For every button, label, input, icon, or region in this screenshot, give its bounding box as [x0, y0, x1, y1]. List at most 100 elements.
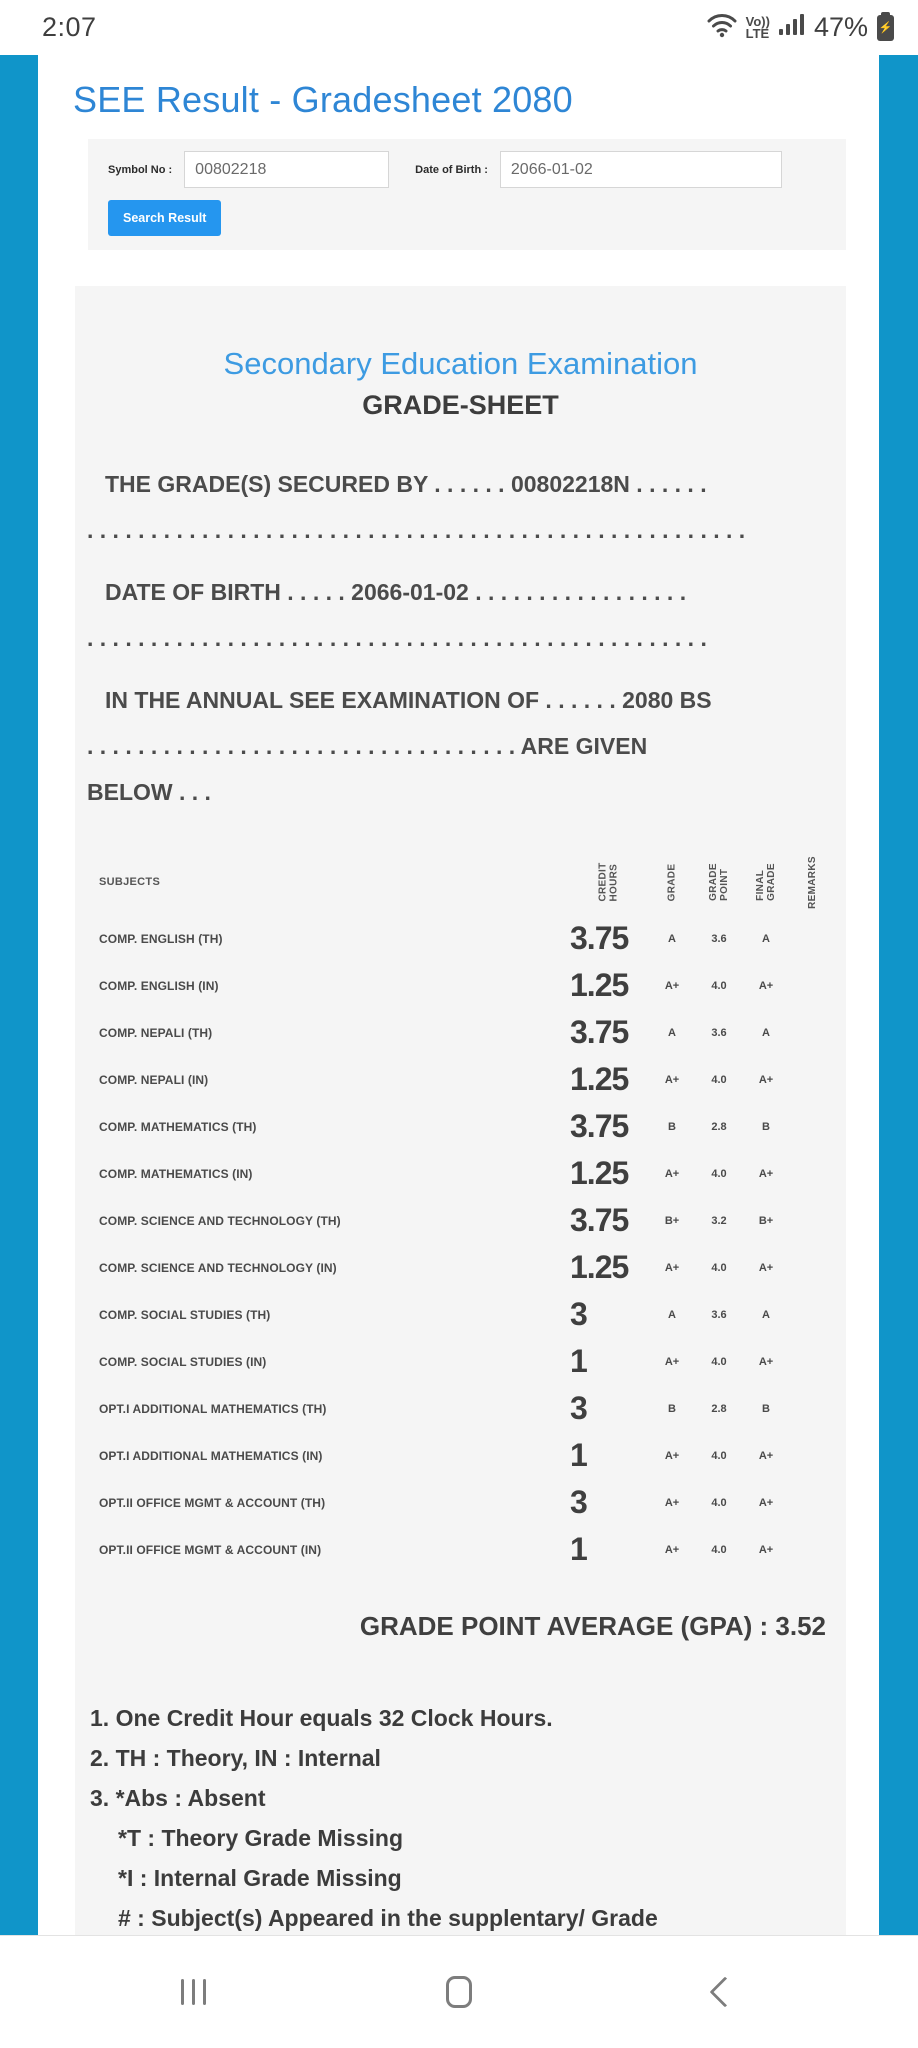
grade-point-value: 3.2: [711, 1214, 727, 1227]
table-row: COMP. NEPALI (IN) 1.25 A+ 4.0 A+: [87, 1056, 834, 1103]
grades-table: SUBJECTS CREDIT HOURS GRADE GRADE POINT …: [87, 849, 834, 1573]
table-row: COMP. MATHEMATICS (IN) 1.25 A+ 4.0 A+: [87, 1150, 834, 1197]
dob-label: Date of Birth :: [415, 163, 488, 176]
final-grade-value: A+: [758, 1543, 774, 1556]
subject-name: OPT.II OFFICE MGMT & ACCOUNT (TH): [99, 1495, 326, 1510]
grade-value: A: [668, 1308, 676, 1321]
table-row: OPT.I ADDITIONAL MATHEMATICS (TH) 3 B 2.…: [87, 1385, 834, 1432]
subject-name: OPT.II OFFICE MGMT & ACCOUNT (IN): [99, 1542, 322, 1557]
back-button[interactable]: [695, 1962, 755, 2022]
subject-name: COMP. ENGLISH (IN): [99, 978, 219, 993]
volte-icon: Vo)) LTE: [745, 13, 770, 41]
credit-hours-header: CREDIT HOURS: [598, 862, 620, 902]
recent-apps-icon: [180, 1979, 206, 2005]
grade-point-value: 2.8: [711, 1120, 727, 1133]
table-row: OPT.II OFFICE MGMT & ACCOUNT (IN) 1 A+ 4…: [87, 1526, 834, 1573]
wifi-icon: [707, 12, 737, 43]
grade-point-value: 2.8: [711, 1402, 727, 1415]
note-line: 3. *Abs : Absent: [90, 1785, 266, 1811]
table-row: COMP. NEPALI (TH) 3.75 A 3.6 A: [87, 1009, 834, 1056]
credit-hours-value: 3: [570, 1484, 588, 1520]
subject-name: OPT.I ADDITIONAL MATHEMATICS (IN): [99, 1448, 323, 1463]
gpa-line: GRADE POINT AVERAGE (GPA) : 3.52: [359, 1611, 826, 1641]
battery-icon: ⚡: [877, 11, 894, 41]
grade-point-value: 4.0: [711, 979, 727, 992]
battery-percent: 47%: [813, 12, 868, 42]
table-row: COMP. SOCIAL STUDIES (TH) 3 A 3.6 A: [87, 1291, 834, 1338]
grades-table-body: COMP. ENGLISH (TH) 3.75 A 3.6 A COMP. EN…: [87, 915, 834, 1573]
final-grade-value: A+: [758, 1261, 774, 1274]
search-result-button[interactable]: Search Result: [108, 200, 222, 236]
grade-point-value: 4.0: [711, 1543, 727, 1556]
status-icons: Vo)) LTE 47% ⚡: [707, 11, 894, 43]
credit-hours-value: 1.25: [570, 1155, 629, 1191]
grade-value: A+: [664, 1355, 680, 1368]
credit-hours-value: 1.25: [570, 1061, 629, 1097]
grade-point-value: 4.0: [711, 1261, 727, 1274]
grade-value: A: [668, 1026, 676, 1039]
grade-point-value: 4.0: [711, 1355, 727, 1368]
grade-point-header: GRADE POINT: [708, 863, 730, 901]
subject-name: COMP. MATHEMATICS (IN): [99, 1166, 253, 1181]
home-button[interactable]: [429, 1962, 489, 2022]
credit-hours-value: 1: [570, 1531, 588, 1567]
gradesheet-card: Secondary Education Examination GRADE-SH…: [75, 286, 846, 1935]
grade-value: B+: [664, 1214, 680, 1227]
android-nav-bar: [0, 1935, 918, 2048]
clock: 2:07: [42, 12, 97, 42]
table-row: COMP. MATHEMATICS (TH) 3.75 B 2.8 B: [87, 1103, 834, 1150]
note-line: *I : Internal Grade Missing: [118, 1865, 402, 1891]
grade-point-value: 4.0: [711, 1073, 727, 1086]
final-grade-value: A+: [758, 1355, 774, 1368]
final-grade-value: A+: [758, 1167, 774, 1180]
dob-input[interactable]: [499, 151, 782, 188]
signal-icon: [778, 13, 805, 42]
browser-viewport: SEE Result - Gradesheet 2080 Symbol No :…: [0, 55, 918, 1935]
final-grade-header: FINAL GRADE: [755, 863, 777, 901]
final-grade-value: B: [762, 1402, 770, 1415]
final-grade-value: B+: [758, 1214, 774, 1227]
notes-list: 1. One Credit Hour equals 32 Clock Hours…: [87, 1698, 834, 1935]
final-grade-value: A: [762, 1308, 770, 1321]
back-icon: [709, 1976, 741, 2008]
grade-value: A+: [664, 1167, 680, 1180]
credit-hours-value: 1.25: [570, 967, 629, 1003]
symbol-no-input[interactable]: [184, 151, 390, 188]
final-grade-value: A+: [758, 1449, 774, 1462]
annual-exam-paragraph: IN THE ANNUAL SEE EXAMINATION OF . . . .…: [87, 687, 712, 805]
table-row: COMP. SOCIAL STUDIES (IN) 1 A+ 4.0 A+: [87, 1338, 834, 1385]
remarks-header: REMARKS: [806, 855, 818, 909]
credit-hours-value: 1.25: [570, 1249, 629, 1285]
credit-hours-value: 3.75: [570, 1014, 629, 1050]
subject-name: COMP. SOCIAL STUDIES (IN): [99, 1354, 267, 1369]
credit-hours-value: 3: [570, 1390, 588, 1426]
credit-hours-value: 3.75: [570, 1108, 629, 1144]
subject-name: COMP. SCIENCE AND TECHNOLOGY (IN): [99, 1260, 337, 1275]
subject-name: COMP. SCIENCE AND TECHNOLOGY (TH): [99, 1213, 341, 1228]
recent-apps-button[interactable]: [163, 1962, 223, 2022]
grade-point-value: 3.6: [711, 1026, 727, 1039]
table-row: COMP. ENGLISH (IN) 1.25 A+ 4.0 A+: [87, 962, 834, 1009]
subject-name: COMP. ENGLISH (TH): [99, 931, 223, 946]
grade-value: B: [668, 1402, 676, 1415]
grade-value: A+: [664, 1449, 680, 1462]
page-title: SEE Result - Gradesheet 2080: [73, 79, 573, 120]
credit-hours-value: 3: [570, 1296, 588, 1332]
page-content: SEE Result - Gradesheet 2080 Symbol No :…: [38, 55, 879, 1935]
credit-hours-value: 3.75: [570, 920, 629, 956]
subject-name: COMP. SOCIAL STUDIES (TH): [99, 1307, 271, 1322]
credit-hours-value: 1: [570, 1437, 588, 1473]
final-grade-value: A: [762, 1026, 770, 1039]
secured-by-paragraph: THE GRADE(S) SECURED BY . . . . . . 0080…: [87, 471, 746, 543]
grade-value: A+: [664, 1496, 680, 1509]
final-grade-value: A+: [758, 1073, 774, 1086]
subject-name: COMP. NEPALI (TH): [99, 1025, 213, 1040]
final-grade-value: A+: [758, 979, 774, 992]
subject-name: OPT.I ADDITIONAL MATHEMATICS (TH): [99, 1401, 327, 1416]
credit-hours-value: 3.75: [570, 1202, 629, 1238]
grade-header: GRADE: [666, 863, 678, 901]
grade-point-value: 4.0: [711, 1449, 727, 1462]
grade-value: A+: [664, 1543, 680, 1556]
symbol-no-label: Symbol No :: [108, 163, 173, 176]
grade-point-value: 3.6: [711, 932, 727, 945]
